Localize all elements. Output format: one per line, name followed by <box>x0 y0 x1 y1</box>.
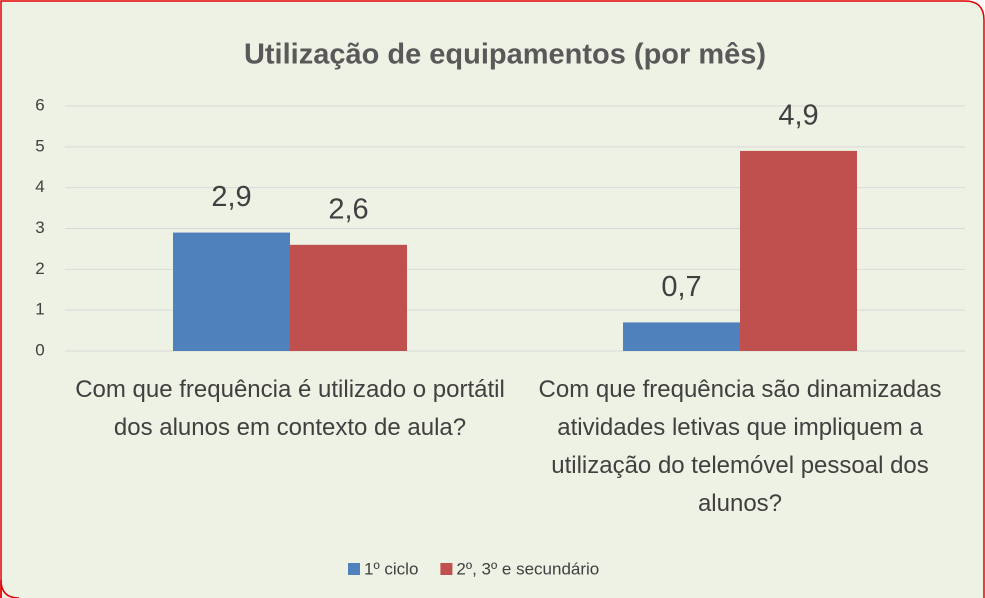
bar <box>623 322 740 351</box>
legend-swatch <box>348 563 360 575</box>
legend-label: 2º, 3º e secundário <box>456 559 599 578</box>
x-tick-label: Com que frequência é utilizado o portáti… <box>75 376 505 441</box>
data-label: 0,7 <box>661 271 701 303</box>
data-label: 2,9 <box>211 181 251 213</box>
data-label: 4,9 <box>778 100 818 132</box>
chart-title: Utilização de equipamentos (por mês) <box>244 39 766 71</box>
y-tick-label: 5 <box>35 136 44 155</box>
legend-swatch <box>440 563 453 575</box>
legend-label: 1º ciclo <box>364 559 418 578</box>
y-tick-label: 2 <box>35 259 44 278</box>
y-tick-label: 0 <box>35 340 44 359</box>
x-tick-label: Com que frequência são dinamizadas ativi… <box>538 376 942 517</box>
data-label: 2,6 <box>328 193 368 225</box>
y-tick-label: 3 <box>35 218 44 237</box>
bar <box>740 150 857 351</box>
y-tick-label: 4 <box>35 177 44 196</box>
bar <box>290 244 407 351</box>
bar <box>173 232 290 351</box>
y-tick-label: 1 <box>35 300 44 319</box>
y-tick-label: 6 <box>35 95 44 114</box>
